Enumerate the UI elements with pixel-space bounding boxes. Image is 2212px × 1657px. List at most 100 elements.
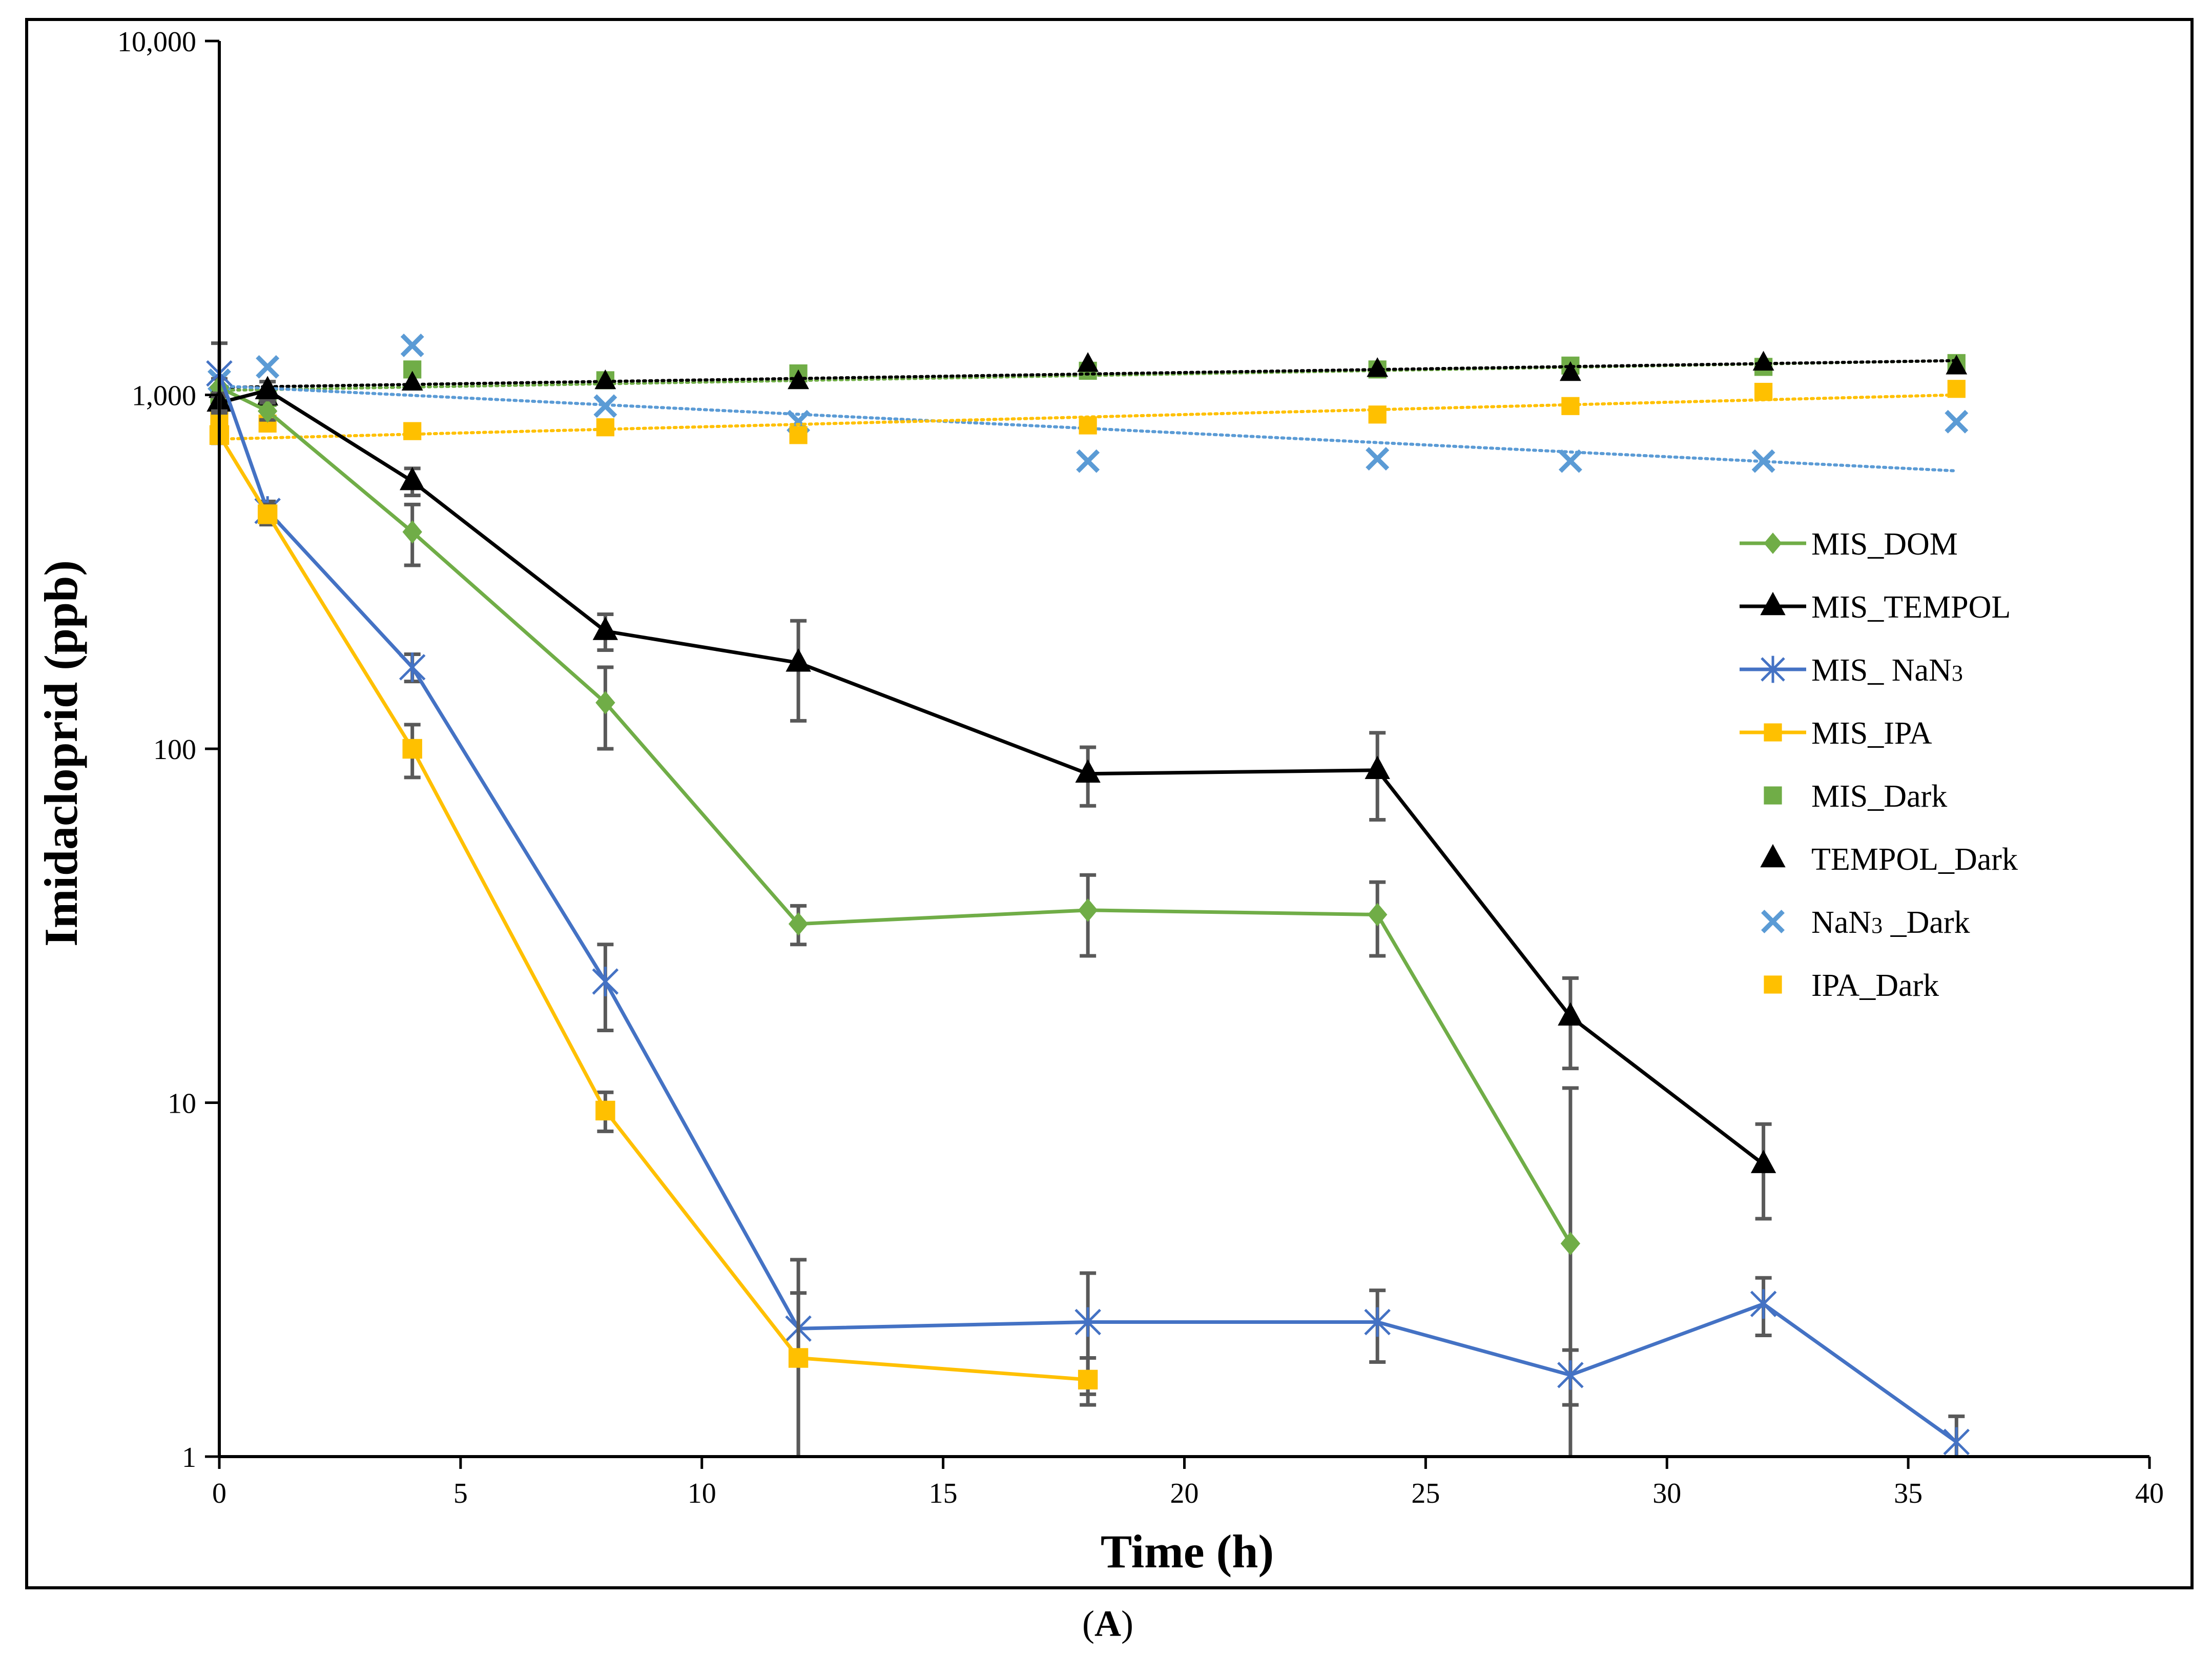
data-point bbox=[1074, 1307, 1101, 1337]
square-marker bbox=[403, 422, 422, 440]
square-marker bbox=[1754, 382, 1773, 401]
square-marker bbox=[1764, 786, 1782, 805]
x-tick-label: 30 bbox=[1652, 1478, 1681, 1509]
triangle-marker bbox=[1750, 1150, 1776, 1173]
data-point bbox=[788, 369, 809, 390]
data-point bbox=[256, 355, 280, 379]
square-marker bbox=[1368, 405, 1387, 424]
trend-line bbox=[218, 359, 1958, 389]
triangle-marker bbox=[1077, 352, 1099, 372]
legend-marker bbox=[1760, 591, 1786, 616]
data-point bbox=[1558, 449, 1582, 473]
triangle-marker bbox=[401, 371, 423, 391]
data-point bbox=[257, 504, 278, 524]
data-point bbox=[1560, 361, 1581, 381]
x-tick-label: 5 bbox=[453, 1478, 468, 1509]
data-point bbox=[1366, 447, 1390, 471]
legend-entry: IPA_Dark bbox=[1764, 968, 1939, 1003]
diamond-marker bbox=[788, 912, 809, 936]
legend-label: NaN3 _Dark bbox=[1811, 905, 1970, 940]
triangle-marker bbox=[594, 369, 616, 390]
triangle-marker bbox=[1560, 361, 1581, 381]
triangle-marker bbox=[1946, 354, 1968, 375]
x-tick-label: 20 bbox=[1170, 1478, 1199, 1509]
x-stroke bbox=[1751, 449, 1775, 473]
triangle-marker bbox=[1760, 844, 1786, 868]
data-point bbox=[595, 1100, 615, 1121]
triangle-marker bbox=[1558, 1002, 1583, 1026]
legend-label-main: MIS_ NaN bbox=[1811, 653, 1952, 688]
figure-caption: (A) bbox=[1082, 1603, 1133, 1644]
triangle-marker bbox=[1367, 357, 1389, 377]
x-tick-label: 25 bbox=[1411, 1478, 1440, 1509]
data-point bbox=[1947, 380, 1966, 398]
data-point bbox=[592, 617, 618, 640]
diamond-marker bbox=[402, 520, 422, 544]
legend-entry: MIS_DOM bbox=[1740, 527, 1958, 562]
legend-label: MIS_IPA bbox=[1811, 716, 1932, 751]
data-point bbox=[1560, 1232, 1581, 1256]
legend-label-subscript: 3 bbox=[1871, 913, 1883, 938]
y-tick-label: 100 bbox=[153, 734, 196, 766]
caption-close: ) bbox=[1121, 1603, 1133, 1644]
x-stroke bbox=[1558, 449, 1582, 473]
chart-frame bbox=[25, 18, 2194, 1589]
legend-marker bbox=[1761, 910, 1785, 933]
data-point bbox=[400, 466, 425, 490]
data-point bbox=[593, 394, 617, 418]
data-point bbox=[400, 333, 424, 357]
series-mis-nan3 bbox=[206, 341, 1970, 1457]
data-point bbox=[1368, 903, 1388, 927]
legend-entry: MIS_ NaN3 bbox=[1740, 653, 1963, 688]
data-point bbox=[1946, 354, 1968, 375]
x-tick-label: 0 bbox=[212, 1478, 226, 1509]
data-point bbox=[789, 426, 808, 444]
data-point bbox=[1558, 1002, 1583, 1026]
x-stroke bbox=[1076, 449, 1100, 473]
data-point bbox=[1077, 352, 1099, 372]
square-marker bbox=[595, 1100, 615, 1121]
series-mis-tempol bbox=[206, 376, 1776, 1221]
diamond-marker bbox=[257, 399, 278, 423]
data-point bbox=[1945, 410, 1969, 434]
legend-entry: MIS_IPA bbox=[1740, 716, 1932, 751]
x-stroke bbox=[593, 394, 617, 418]
data-point bbox=[402, 739, 422, 759]
data-point bbox=[401, 371, 423, 391]
legend-label: MIS_DOM bbox=[1811, 527, 1958, 562]
x-stroke bbox=[1945, 410, 1969, 434]
data-point bbox=[1364, 1307, 1391, 1337]
error-bar bbox=[790, 1291, 807, 1457]
data-point bbox=[403, 422, 422, 440]
triangle-marker bbox=[592, 617, 618, 640]
data-point bbox=[1075, 759, 1101, 783]
data-point bbox=[788, 912, 809, 936]
legend-entry: MIS_Dark bbox=[1764, 779, 1947, 814]
data-point bbox=[255, 376, 280, 399]
x-stroke bbox=[400, 333, 424, 357]
square-marker bbox=[1764, 723, 1782, 742]
x-stroke bbox=[1761, 910, 1785, 933]
square-marker bbox=[1078, 1369, 1098, 1390]
x-axis-title: Time (h) bbox=[1101, 1525, 1274, 1578]
data-point bbox=[1079, 416, 1097, 435]
legend-marker bbox=[1760, 844, 1786, 868]
square-marker bbox=[789, 426, 808, 444]
legend-label: TEMPOL_Dark bbox=[1811, 842, 2018, 877]
data-point bbox=[1365, 755, 1390, 780]
diamond-marker bbox=[1764, 533, 1782, 554]
square-marker bbox=[1561, 397, 1580, 415]
triangle-marker bbox=[255, 376, 280, 399]
data-point bbox=[1367, 357, 1389, 377]
y-tick-label: 10 bbox=[168, 1088, 196, 1120]
x-stroke bbox=[1366, 447, 1390, 471]
legend-label-tail: _Dark bbox=[1883, 905, 1970, 940]
axes: 0 5 10 15 20 25 30 35 40 1 10 100 1,000 10,000 bbox=[117, 26, 2164, 1509]
legend-marker bbox=[1764, 975, 1782, 994]
square-marker bbox=[788, 1348, 809, 1368]
data-point bbox=[399, 652, 426, 682]
legend-entry: MIS_TEMPOL bbox=[1740, 590, 2011, 625]
legend-label: MIS_Dark bbox=[1811, 779, 1947, 814]
legend-marker bbox=[1764, 786, 1782, 805]
